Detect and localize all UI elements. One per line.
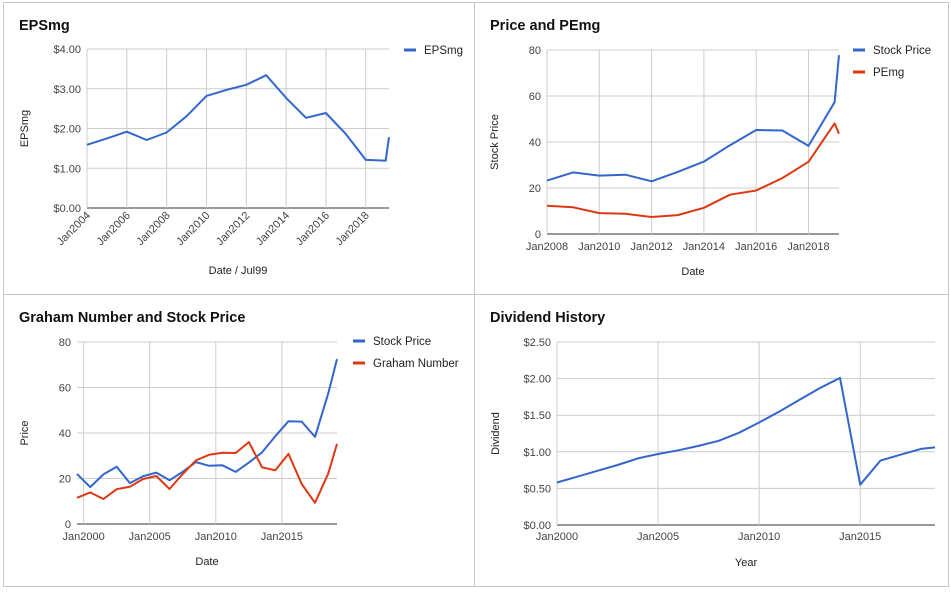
y-tick-label: $1.00	[53, 163, 81, 175]
y-axis-label: Price	[19, 420, 31, 445]
y-tick-label: $2.00	[523, 374, 551, 386]
chart-title: Dividend History	[490, 310, 605, 326]
y-tick-label: $4.00	[53, 44, 81, 56]
x-tick-label: Jan2015	[839, 531, 881, 543]
y-tick-label: 0	[65, 519, 71, 531]
y-axis-label: Stock Price	[489, 114, 501, 170]
x-tick-label: Jan2014	[683, 241, 725, 253]
x-tick-label: Jan2004	[55, 210, 93, 248]
y-tick-label: 60	[529, 91, 541, 103]
x-tick-label: Jan2018	[787, 241, 829, 253]
x-tick-label: Jan2000	[536, 531, 578, 543]
y-axis-label: EPSmg	[19, 110, 31, 147]
y-tick-label: 40	[59, 428, 71, 440]
x-axis-label: Year	[735, 557, 758, 569]
legend-label: Stock Price	[373, 336, 431, 348]
y-tick-label: $0.50	[523, 483, 551, 495]
chart-svg: Dividend History $0.00 $0.50 $1.00 $1.50 $2.0…	[490, 310, 936, 569]
y-tick-label: 0	[535, 229, 541, 241]
x-tick-label: Jan2005	[129, 531, 171, 543]
x-tick-label: Jan2016	[735, 241, 777, 253]
chart-title: Price and PEmg	[490, 18, 600, 34]
y-tick-label: $2.50	[523, 337, 551, 349]
x-axis-label: Date	[681, 266, 704, 278]
dividend-history-chart-panel: Dividend History $0.00 $0.50 $1.00 $1.50 $2.0…	[474, 294, 949, 587]
x-tick-label: Jan2005	[637, 531, 679, 543]
series-line	[76, 441, 338, 504]
eps-chart-panel: EPSmg $0.00 $1.00 $2.00 $3.00 $4.00 Jan2004 Jan…	[3, 2, 475, 295]
y-tick-label: $1.00	[523, 447, 551, 459]
y-tick-label: $3.00	[53, 84, 81, 96]
chart-title: EPSmg	[19, 18, 70, 34]
x-tick-label: Jan2008	[134, 210, 172, 248]
y-tick-label: 20	[529, 183, 541, 195]
x-tick-label: Jan2012	[630, 241, 672, 253]
graham-number-chart-panel: Graham Number and Stock Price 0 20 40 60 80 Ja…	[3, 294, 475, 587]
legend-label: PEmg	[873, 67, 904, 79]
legend-label: EPSmg	[424, 45, 463, 57]
x-axis-label: Date	[195, 556, 218, 568]
series-line	[546, 55, 840, 183]
x-tick-label: Jan2008	[526, 241, 568, 253]
x-tick-label: Jan2000	[63, 531, 105, 543]
legend-label: Graham Number	[373, 358, 459, 370]
y-tick-label: 80	[59, 337, 71, 349]
series-line	[76, 358, 338, 489]
x-tick-label: Jan2012	[214, 210, 252, 248]
y-tick-label: 60	[59, 383, 71, 395]
chart-svg: Graham Number and Stock Price 0 20 40 60 80 Ja…	[19, 310, 459, 568]
x-tick-label: Jan2018	[334, 210, 372, 248]
y-tick-label: 40	[529, 137, 541, 149]
series-line	[546, 122, 840, 218]
x-tick-label: Jan2006	[95, 210, 133, 248]
x-tick-label: Jan2010	[578, 241, 620, 253]
x-tick-label: Jan2010	[174, 210, 212, 248]
x-tick-label: Jan2014	[254, 210, 292, 248]
price-pe-chart-panel: Price and PEmg 0 20 40 60 80 Jan2008 Jan2010 Jan…	[474, 2, 949, 295]
y-tick-label: $1.50	[523, 410, 551, 422]
series-line	[86, 74, 390, 162]
legend-label: Stock Price	[873, 45, 931, 57]
series-line	[556, 376, 936, 486]
chart-title: Graham Number and Stock Price	[19, 310, 245, 326]
x-tick-label: Jan2010	[738, 531, 780, 543]
chart-svg: Price and PEmg 0 20 40 60 80 Jan2008 Jan2010 Jan…	[489, 18, 931, 278]
y-tick-label: 80	[529, 45, 541, 57]
x-axis-label: Date / Jul99	[209, 265, 268, 277]
x-tick-label: Jan2010	[195, 531, 237, 543]
y-tick-label: $0.00	[53, 203, 81, 215]
x-tick-label: Jan2016	[294, 210, 332, 248]
x-tick-label: Jan2015	[261, 531, 303, 543]
y-tick-label: 20	[59, 474, 71, 486]
y-tick-label: $2.00	[53, 124, 81, 136]
y-axis-label: Dividend	[490, 412, 502, 455]
y-tick-label: $0.00	[523, 520, 551, 532]
